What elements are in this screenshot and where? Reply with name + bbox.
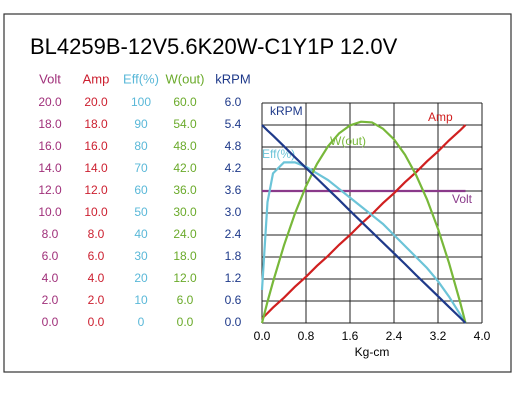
x-tick-label: 2.4 bbox=[386, 329, 403, 343]
x-tick-label: 0.0 bbox=[254, 329, 271, 343]
y-tick-label: 20.0 bbox=[38, 95, 62, 109]
y-tick-label: 24.0 bbox=[173, 227, 197, 241]
axis-header: Eff(%) bbox=[123, 71, 159, 86]
x-tick-label: 1.6 bbox=[342, 329, 359, 343]
y-tick-label: 0.0 bbox=[42, 315, 59, 329]
y-tick-label: 6.0 bbox=[88, 249, 105, 263]
y-tick-label: 12.0 bbox=[38, 183, 62, 197]
y-tick-label: 48.0 bbox=[173, 139, 197, 153]
y-tick-label: 2.0 bbox=[88, 293, 105, 307]
y-tick-label: 6.0 bbox=[42, 249, 59, 263]
axis-header: Amp bbox=[83, 71, 110, 86]
y-tick-label: 30.0 bbox=[173, 205, 197, 219]
y-tick-label: 90 bbox=[134, 117, 148, 131]
y-tick-label: 6.0 bbox=[225, 95, 242, 109]
y-tick-label: 1.2 bbox=[225, 271, 242, 285]
x-tick-label: 4.0 bbox=[474, 329, 491, 343]
y-tick-label: 4.0 bbox=[42, 271, 59, 285]
y-tick-label: 80 bbox=[134, 139, 148, 153]
y-tick-label: 10.0 bbox=[38, 205, 62, 219]
series-line bbox=[260, 120, 467, 324]
axis-header: kRPM bbox=[215, 71, 250, 86]
y-tick-label: 10 bbox=[134, 293, 148, 307]
y-tick-label: 70 bbox=[134, 161, 148, 175]
y-tick-label: 54.0 bbox=[173, 117, 197, 131]
y-tick-label: 20 bbox=[134, 271, 148, 285]
y-tick-label: 4.2 bbox=[225, 161, 242, 175]
x-tick-label: 0.8 bbox=[298, 329, 315, 343]
y-tick-label: 0.6 bbox=[225, 293, 242, 307]
y-tick-label: 0.0 bbox=[88, 315, 105, 329]
y-tick-label: 40 bbox=[134, 227, 148, 241]
y-tick-label: 3.6 bbox=[225, 183, 242, 197]
y-tick-label: 14.0 bbox=[38, 161, 62, 175]
axis-header: W(out) bbox=[166, 71, 205, 86]
y-tick-label: 16.0 bbox=[38, 139, 62, 153]
y-tick-label: 2.4 bbox=[225, 227, 242, 241]
y-tick-label: 2.0 bbox=[42, 293, 59, 307]
y-tick-label: 0 bbox=[138, 315, 145, 329]
y-tick-label: 50 bbox=[134, 205, 148, 219]
y-tick-label: 60.0 bbox=[173, 95, 197, 109]
y-tick-label: 0.0 bbox=[225, 315, 242, 329]
series-line bbox=[260, 161, 467, 324]
axis-header: Volt bbox=[39, 71, 61, 86]
series-label: W(out) bbox=[330, 134, 366, 148]
y-tick-label: 18.0 bbox=[84, 117, 108, 131]
y-tick-label: 12.0 bbox=[173, 271, 197, 285]
y-tick-label: 16.0 bbox=[84, 139, 108, 153]
series-label: Eff(%) bbox=[262, 147, 295, 161]
y-tick-label: 20.0 bbox=[84, 95, 108, 109]
y-tick-label: 4.0 bbox=[88, 271, 105, 285]
y-tick-label: 14.0 bbox=[84, 161, 108, 175]
y-tick-label: 6.0 bbox=[177, 293, 194, 307]
series-label: Volt bbox=[452, 192, 473, 206]
y-tick-label: 1.8 bbox=[225, 249, 242, 263]
y-tick-label: 12.0 bbox=[84, 183, 108, 197]
y-tick-label: 18.0 bbox=[38, 117, 62, 131]
y-tick-label: 3.0 bbox=[225, 205, 242, 219]
series-label: Amp bbox=[428, 110, 453, 124]
y-tick-label: 36.0 bbox=[173, 183, 197, 197]
y-tick-label: 10.0 bbox=[84, 205, 108, 219]
y-tick-label: 18.0 bbox=[173, 249, 197, 263]
y-tick-label: 60 bbox=[134, 183, 148, 197]
y-tick-label: 42.0 bbox=[173, 161, 197, 175]
x-tick-label: 3.2 bbox=[430, 329, 447, 343]
x-axis-label: Kg-cm bbox=[355, 345, 390, 359]
series-line bbox=[261, 124, 467, 324]
frame bbox=[3, 13, 512, 373]
y-tick-label: 5.4 bbox=[225, 117, 242, 131]
y-tick-label: 0.0 bbox=[177, 315, 194, 329]
chart-title: BL4259B-12V5.6K20W-C1Y1P 12.0V bbox=[30, 34, 398, 59]
y-tick-label: 30 bbox=[134, 249, 148, 263]
y-tick-label: 8.0 bbox=[42, 227, 59, 241]
series-label: kRPM bbox=[270, 104, 303, 118]
y-tick-label: 100 bbox=[131, 95, 151, 109]
series-line bbox=[261, 124, 467, 320]
y-tick-label: 8.0 bbox=[88, 227, 105, 241]
y-tick-label: 4.8 bbox=[225, 139, 242, 153]
